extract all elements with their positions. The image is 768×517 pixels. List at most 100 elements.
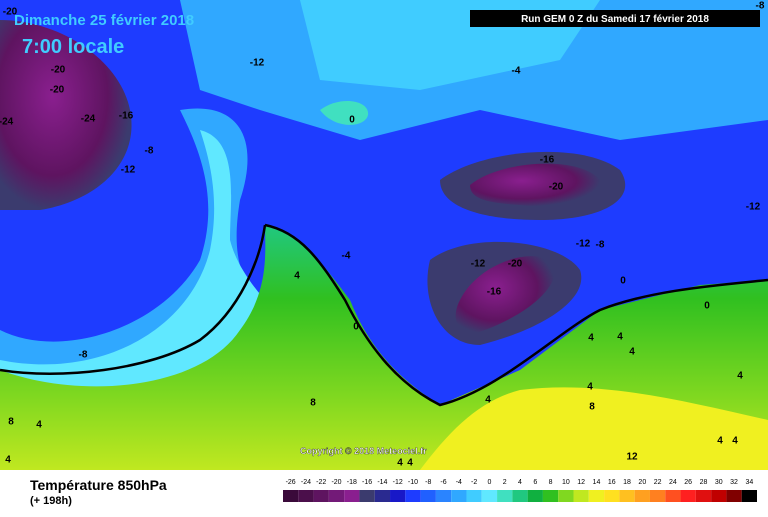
legend-swatch — [420, 490, 436, 502]
contour-label: 4 — [588, 333, 594, 344]
contour-label: 4 — [294, 271, 300, 282]
contour-label: -24 — [0, 117, 14, 128]
contour-label: 4 — [36, 420, 42, 431]
contour-label: -12 — [746, 202, 761, 213]
contour-label: 8 — [8, 417, 14, 428]
legend-swatch — [588, 490, 605, 502]
legend-tick-label: -18 — [347, 479, 357, 486]
contour-label: 0 — [620, 276, 626, 287]
footer-title: Température 850hPa — [30, 477, 167, 493]
legend-tick-label: 0 — [487, 479, 491, 486]
contour-labels: -20 -20 -20 -24 -24 -16 -8 -12 -12 -4 0 -16 -20 -12 -4… — [0, 1, 765, 469]
legend-tick-label: -22 — [316, 479, 326, 486]
legend-tick-label: -8 — [425, 479, 431, 486]
cold-pool — [455, 256, 556, 335]
legend-swatch — [680, 490, 696, 502]
contour-label: -16 — [540, 155, 555, 166]
contour-label: -12 — [471, 259, 486, 270]
legend-tick-label: -6 — [440, 479, 446, 486]
legend-tick-label: 8 — [549, 479, 553, 486]
legend-tick-label: 24 — [669, 479, 677, 486]
contour-label: 4 — [717, 436, 723, 447]
legend-tick-label: -14 — [377, 479, 387, 486]
legend-tick-label: 6 — [533, 479, 537, 486]
region — [420, 387, 768, 470]
legend-tick-label: 2 — [503, 479, 507, 486]
legend-swatch — [711, 490, 727, 502]
contour-label: 4 — [5, 455, 11, 466]
contour-label: -8 — [145, 146, 154, 157]
zero-isotherm — [264, 223, 768, 407]
contour-label: -20 — [508, 259, 523, 270]
contour-label: 0 — [349, 115, 355, 126]
cold-pool — [470, 163, 600, 207]
color-legend: -26 -24 -22 -20 -18 -16 -14 -12 -10 -8 -6 -4 -2 0 2 4 6 8… — [283, 479, 757, 502]
legend-swatch — [527, 490, 543, 502]
legend-swatch — [695, 490, 712, 502]
legend-tick-label: 26 — [684, 479, 692, 486]
run-box — [470, 10, 760, 27]
legend-swatch — [313, 490, 329, 502]
time: 7:00 locale — [22, 36, 124, 58]
contour-label: 4 — [587, 382, 593, 393]
legend-tick-label: -16 — [362, 479, 372, 486]
contour-label: 4 — [629, 347, 635, 358]
legend-swatch — [481, 490, 498, 502]
legend-tick-label: 12 — [577, 479, 585, 486]
contour-label: 4 — [732, 436, 738, 447]
legend-swatch — [405, 490, 421, 502]
legend-swatch — [390, 490, 406, 502]
contour-label: -16 — [119, 111, 134, 122]
legend-swatch — [604, 490, 620, 502]
contour-label: 4 — [397, 458, 403, 469]
legend-swatch — [634, 490, 650, 502]
contour-label: -24 — [81, 114, 96, 125]
legend-swatch — [558, 490, 574, 502]
legend-tick-label: -12 — [393, 479, 403, 486]
legend-tick-label: 18 — [623, 479, 631, 486]
contour-label: 12 — [626, 452, 638, 463]
legend-swatch — [466, 490, 482, 502]
legend-tick-label: 22 — [654, 479, 662, 486]
contour-label: -20 — [549, 182, 564, 193]
legend-tick-label: 4 — [518, 479, 522, 486]
contour-label: -20 — [3, 7, 18, 18]
legend-swatch — [497, 490, 513, 502]
legend-swatch — [298, 490, 314, 502]
region — [320, 100, 369, 125]
legend-swatch — [512, 490, 528, 502]
contour-label: -16 — [487, 287, 502, 298]
contour-label: 4 — [407, 458, 413, 469]
legend-tick-label: 14 — [593, 479, 601, 486]
legend-tick-label: 32 — [730, 479, 738, 486]
legend-tick-label: -2 — [471, 479, 477, 486]
legend-swatch — [665, 490, 681, 502]
legend-tick-label: 30 — [715, 479, 723, 486]
contour-label: 4 — [485, 395, 491, 406]
legend-tick-label: -24 — [301, 479, 311, 486]
cold-pool — [0, 20, 132, 210]
legend-swatch — [741, 490, 757, 502]
contour-label: -12 — [250, 58, 265, 69]
legend-tick-label: 16 — [608, 479, 616, 486]
contour-label: -20 — [50, 85, 65, 96]
legend-swatch — [649, 490, 666, 502]
contour-label: 8 — [589, 402, 595, 413]
contour-label: 0 — [704, 301, 710, 312]
legend-swatch — [435, 490, 452, 502]
legend-swatch — [283, 490, 299, 502]
legend-swatch — [451, 490, 467, 502]
contour-label: -8 — [596, 240, 605, 251]
contour-label: -12 — [576, 239, 591, 250]
copyright: Copyright © 2018 Meteociel.fr — [300, 446, 427, 456]
legend-swatch — [542, 490, 559, 502]
contour-label: 8 — [310, 398, 316, 409]
legend-tick-label: -26 — [286, 479, 296, 486]
legend-tick-label: -10 — [408, 479, 418, 486]
legend-tick-label: -4 — [456, 479, 462, 486]
contour-label: -12 — [121, 165, 136, 176]
legend-tick-label: 34 — [745, 479, 753, 486]
legend-swatch — [726, 490, 742, 502]
footer-lead: (+ 198h) — [30, 495, 72, 507]
